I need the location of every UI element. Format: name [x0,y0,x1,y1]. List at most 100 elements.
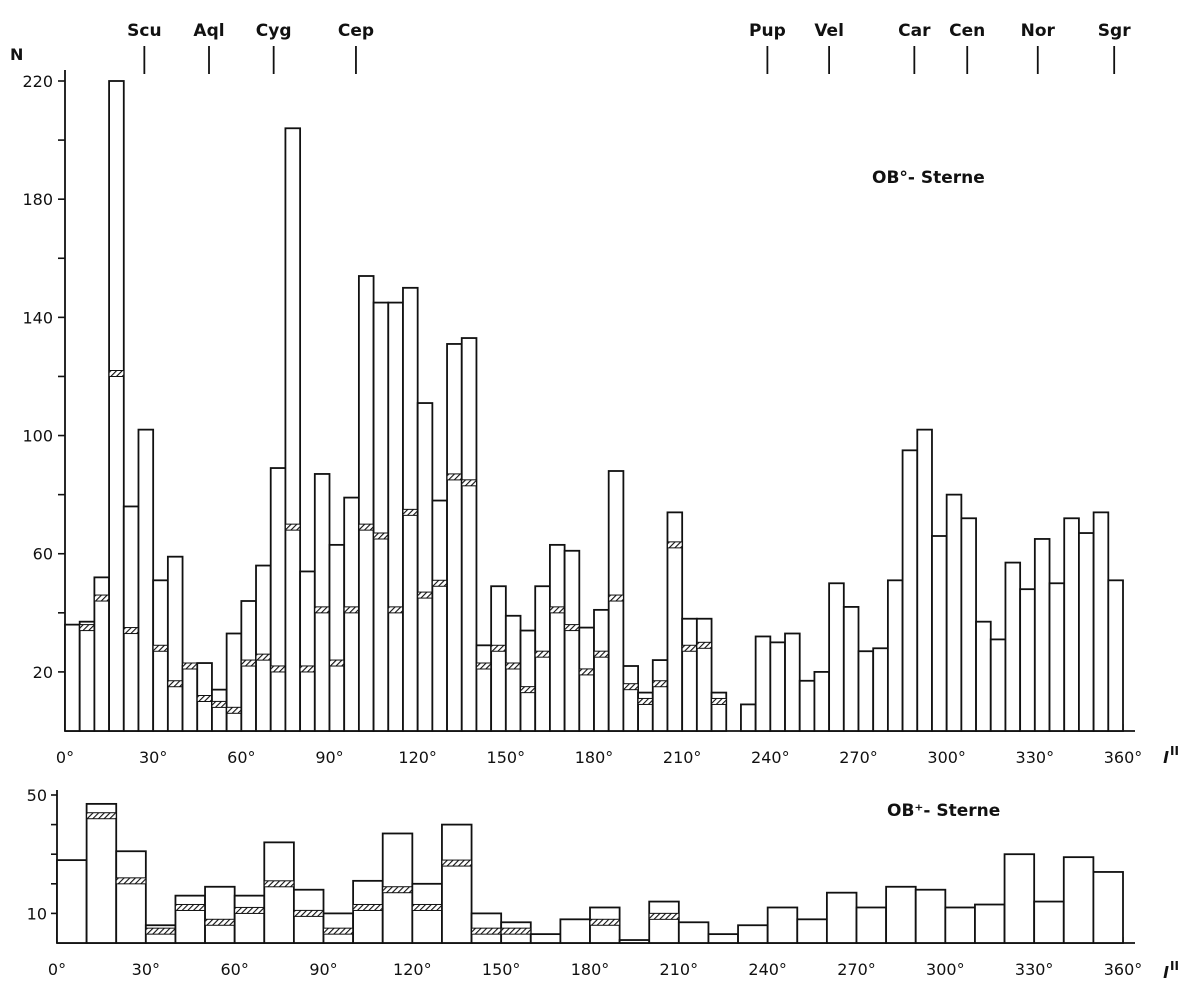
constellation-markers: Scu Aql Cyg Cep Pup Vel Car Cen Nor Sgr [127,21,1131,74]
top-bar-hatched-level [358,523,375,531]
top-bar [549,543,566,732]
top-y-tick-label: 100 [22,427,53,446]
top-bar [901,449,919,732]
top-bar [695,617,713,732]
top-bar-hatched-level [152,644,169,652]
bottom-x-tick-label: 180° [571,960,610,979]
top-bar [211,688,228,732]
constellation-label: Vel [814,21,844,41]
constellation-label: Aql [193,21,224,41]
top-bar [989,638,1007,732]
bottom-bar [618,939,651,944]
bottom-bar [352,879,384,944]
top-bar [152,579,169,732]
top-bar [137,428,155,732]
top-y-tick-label: 180 [22,190,53,209]
top-xlabel: l [1163,748,1169,767]
bottom-bar-hatched-level [648,912,680,920]
top-bar [255,564,272,732]
top-bar-hatched-level [196,695,213,702]
top-bar [975,620,992,732]
top-bar [563,549,581,732]
bottom-x-tick-label: 150° [482,960,521,979]
top-bar [490,585,507,732]
top-bar [504,614,522,732]
top-bar [681,617,698,732]
bottom-bar [1062,856,1095,944]
top-y-tick-label: 140 [22,308,53,327]
top-bar-hatched-level [431,579,448,587]
top-panel-title: OB°- Sterne [872,168,985,188]
bottom-bar-hatched-level [382,886,413,894]
bottom-bar-hatched-level [352,903,384,911]
top-bar [945,493,963,732]
top-bar [1107,579,1124,732]
top-bar-hatched-level [299,665,316,673]
bottom-x-tick-label: 330° [1015,960,1054,979]
bottom-bar-hatched-level [589,918,621,926]
bottom-y-tick-label: 10 [27,904,47,923]
bottom-bar [85,802,118,944]
top-bar [519,629,537,732]
bottom-bar [914,888,947,944]
top-bar [299,570,316,732]
top-bar-hatched-level [123,627,139,635]
top-x-tick-label: 60° [227,748,255,767]
bottom-bar [233,894,266,944]
bottom-bar [174,894,206,944]
top-bar [857,650,875,732]
top-bar-hatched-level [711,697,727,705]
top-bar [740,703,757,732]
top-bar [842,606,860,732]
top-bar-hatched-level [520,686,536,694]
bottom-x-tick-label: 360° [1104,960,1143,979]
top-bar-hatched-level [255,653,272,661]
top-bar-hatched-level [182,662,198,670]
top-ylabel: N [10,45,23,64]
bottom-bar [559,918,591,944]
bottom-x-tick-label: 60° [220,960,248,979]
top-x-tick-label: 330° [1016,748,1055,767]
top-bar-hatched-level [329,659,345,667]
bottom-bar-hatched-level [500,927,532,935]
top-bar-hatched-level [240,659,257,667]
top-bar [1063,517,1080,732]
top-bar [64,623,81,732]
top-y-tick-label: 220 [22,72,53,91]
top-bar [225,632,243,732]
top-bar-hatched-level [696,641,713,649]
top-bar-hatched-level [681,644,698,652]
constellation-label: Cep [338,21,374,41]
top-bar [460,337,478,732]
constellation-label: Nor [1021,21,1056,41]
bottom-y-tick-label: 50 [27,786,47,805]
bottom-bar [529,933,562,944]
top-x-tick-label: 240° [751,748,790,767]
top-bar-hatched-level [314,606,330,614]
top-bar-hatched-level [652,680,668,688]
top-bar [622,665,639,732]
bottom-bars [56,802,1124,944]
top-bar [960,517,977,732]
bottom-bar-hatched-level [115,877,147,885]
top-bar-hatched-level [534,650,551,658]
top-bar [916,428,933,732]
top-bar [166,555,184,732]
bottom-bar [115,850,147,944]
constellation-label: Cyg [256,21,292,41]
bottom-bar-hatched-level [204,918,236,926]
bottom-bar-hatched-level [174,903,206,911]
top-bar [1048,582,1066,732]
bottom-bar [825,891,858,944]
top-bar [357,275,375,732]
bottom-x-tick-label: 210° [660,960,699,979]
bottom-bar-hatched-level [471,927,502,935]
top-x-tick-label: 120° [398,748,437,767]
top-bar [931,535,948,732]
top-bar-hatched-level [578,668,595,676]
top-x-tick-label: 300° [927,748,966,767]
top-bar [269,467,287,732]
top-bar [872,647,889,732]
top-bar [813,671,831,732]
top-bar [754,635,772,732]
